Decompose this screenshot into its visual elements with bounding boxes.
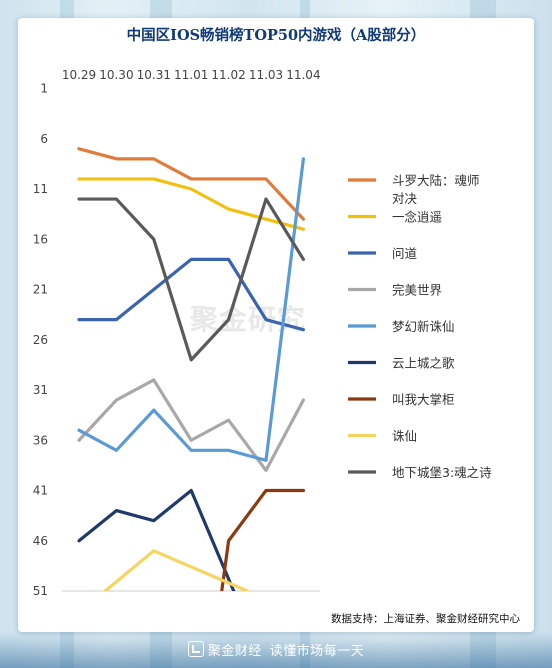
series-line: [103, 549, 249, 591]
footer-brand: 聚金财经: [207, 644, 262, 659]
legend-label: 斗罗大陆：魂师: [392, 173, 480, 188]
y-tick-label: 11: [33, 182, 48, 196]
series-line: [220, 488, 305, 591]
chart-card: [18, 18, 534, 632]
y-tick-label: 16: [33, 232, 48, 246]
y-tick-label: 31: [33, 383, 48, 397]
chart-title: 中国区IOS畅销榜TOP50内游戏（A股部分）: [126, 27, 426, 44]
footer-bar: [0, 632, 552, 668]
x-tick-label: 11.03: [249, 68, 283, 82]
legend-label: 对决: [392, 191, 418, 206]
y-tick-label: 46: [33, 534, 48, 548]
legend-label: 诛仙: [392, 429, 417, 444]
legend-label: 地下城堡3:魂之诗: [392, 465, 492, 480]
y-tick-label: 26: [33, 333, 48, 347]
x-tick-label: 11.02: [211, 68, 245, 82]
y-tick-label: 36: [33, 433, 48, 447]
legend-label: 完美世界: [392, 283, 443, 298]
data-source-note: 数据支持：上海证券、聚金财经研究中心: [331, 613, 520, 625]
brand-logo-icon: [187, 641, 204, 657]
y-tick-label: 1: [40, 82, 48, 96]
x-tick-label: 11.01: [174, 68, 208, 82]
series-line: [77, 197, 305, 362]
series-line: [77, 488, 236, 591]
x-tick-label: 11.04: [286, 68, 320, 82]
legend-label: 叫我大掌柜: [392, 392, 455, 407]
y-tick-label: 51: [33, 584, 48, 598]
series-line: [77, 257, 305, 332]
legend-label: 云上城之歌: [392, 356, 455, 371]
footer-text: 聚金财经 读懂市场每一天: [0, 640, 552, 659]
series-line: [77, 177, 305, 231]
footer-slogan: 读懂市场每一天: [269, 644, 365, 659]
x-tick-label: 10.30: [99, 68, 133, 82]
legend-label: 问道: [392, 246, 418, 261]
legend-label: 一念逍遥: [392, 210, 442, 225]
series-line: [77, 378, 305, 472]
y-tick-label: 41: [33, 484, 48, 498]
y-tick-label: 21: [33, 283, 48, 297]
legend-label: 梦幻新诛仙: [392, 319, 455, 334]
series-line: [77, 147, 305, 221]
y-tick-label: 6: [40, 132, 48, 146]
x-tick-label: 10.29: [62, 68, 96, 82]
series-line: [77, 157, 305, 462]
x-tick-label: 10.31: [137, 68, 171, 82]
